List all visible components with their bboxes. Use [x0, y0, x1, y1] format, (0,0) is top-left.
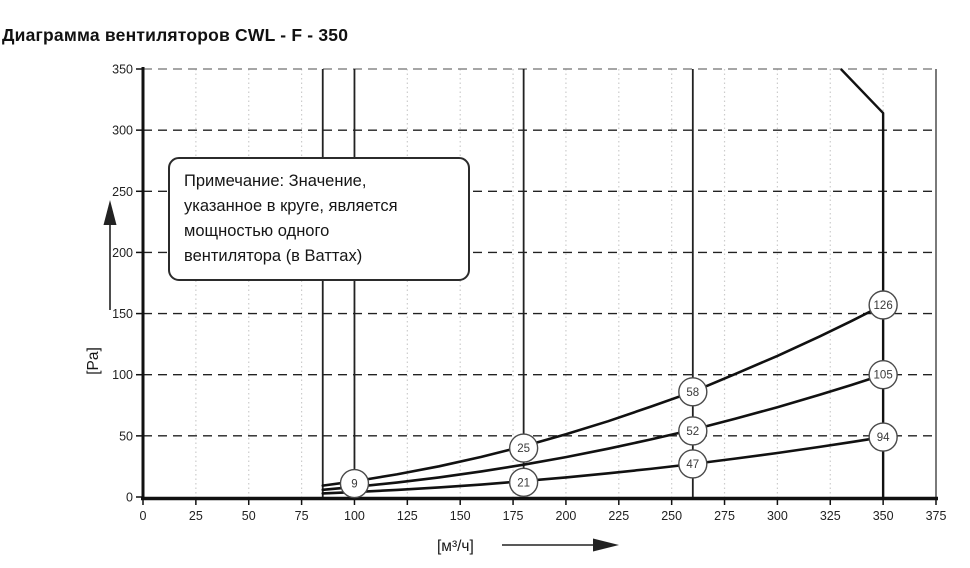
x-tick-label: 225 — [608, 509, 629, 523]
x-axis-arrow-head — [593, 538, 619, 552]
note-line: Примечание: Значение, — [184, 172, 367, 190]
page-title: Диаграмма вентиляторов CWL - F - 350 — [2, 25, 349, 45]
x-tick-label: 0 — [140, 509, 147, 523]
power-circle — [678, 377, 708, 407]
y-tick-label: 0 — [126, 491, 133, 505]
power-circle — [508, 433, 539, 463]
y-tick-label: 150 — [112, 307, 133, 321]
x-tick-label: 325 — [820, 509, 841, 523]
x-tick-label: 200 — [556, 509, 577, 523]
y-tick-label: 100 — [112, 368, 133, 382]
power-value: 94 — [877, 432, 890, 444]
fan-curve-mid — [321, 373, 885, 492]
x-tick-label: 25 — [189, 509, 203, 523]
y-tick-label: 250 — [112, 185, 133, 199]
power-circle — [678, 416, 708, 446]
power-circle — [339, 468, 370, 499]
x-tick-label: 150 — [450, 509, 471, 523]
power-circle — [508, 467, 539, 498]
y-tick-label: 200 — [112, 246, 133, 260]
x-tick-label: 275 — [714, 509, 735, 523]
x-tick-label: 250 — [661, 509, 682, 523]
x-tick-label: 75 — [295, 509, 309, 523]
power-value: 47 — [686, 459, 699, 471]
x-tick-label: 125 — [397, 509, 418, 523]
x-axis-label-group: [м³/ч] — [437, 538, 619, 555]
power-circle — [868, 290, 898, 320]
power-circle — [868, 422, 898, 452]
power-value: 21 — [517, 477, 530, 489]
y-axis-arrow-head — [103, 200, 117, 225]
note-line: указанное в круге, является — [184, 197, 398, 215]
fan-curve-high — [321, 303, 885, 487]
power-value: 105 — [874, 370, 893, 382]
y-tick-label: 50 — [119, 429, 133, 443]
y-axis-label: [Pa] — [85, 347, 102, 375]
power-value: 126 — [874, 300, 893, 312]
x-tick-label: 50 — [242, 509, 256, 523]
power-circle — [678, 449, 708, 479]
note-box: Примечание: Значение, указанное в круге,… — [168, 157, 470, 281]
note-line: мощностью одного — [184, 222, 330, 240]
x-axis-label: [м³/ч] — [437, 538, 474, 555]
y-axis-label-group: [Pa] — [85, 200, 117, 375]
x-tick-label: 350 — [873, 509, 894, 523]
x-tick-label: 175 — [503, 509, 524, 523]
fan-curve-low — [321, 435, 885, 495]
x-tick-label: 100 — [344, 509, 365, 523]
power-value: 52 — [686, 426, 699, 438]
y-tick-label: 350 — [112, 63, 133, 77]
y-tick-label: 300 — [112, 124, 133, 138]
x-tick-label: 375 — [926, 509, 947, 523]
x-tick-label: 300 — [767, 509, 788, 523]
power-value: 58 — [686, 387, 699, 399]
power-circle — [868, 360, 898, 390]
note-line: вентилятора (в Ваттах) — [184, 247, 363, 265]
power-value: 25 — [517, 443, 530, 455]
power-value: 9 — [351, 479, 357, 491]
